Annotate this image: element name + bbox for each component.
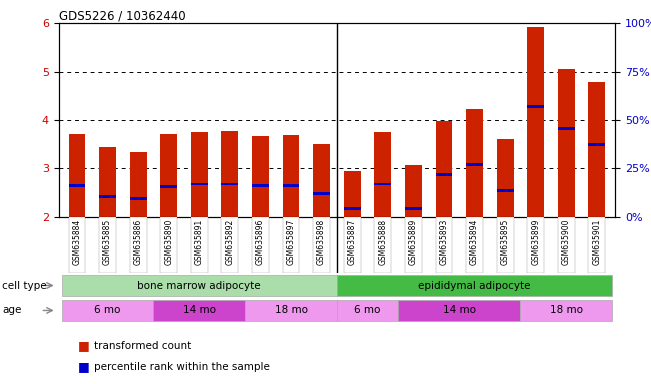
Bar <box>68 217 85 273</box>
Bar <box>374 182 391 185</box>
Text: GSM635901: GSM635901 <box>592 218 602 265</box>
Bar <box>344 217 361 273</box>
Bar <box>558 69 575 217</box>
Text: 18 mo: 18 mo <box>549 305 583 316</box>
Bar <box>374 132 391 217</box>
Bar <box>252 136 269 217</box>
Text: GDS5226 / 10362440: GDS5226 / 10362440 <box>59 10 186 23</box>
Bar <box>221 182 238 185</box>
Bar <box>160 185 177 188</box>
Bar <box>62 275 337 296</box>
Text: GSM635884: GSM635884 <box>72 218 81 265</box>
Text: GSM635888: GSM635888 <box>378 218 387 265</box>
Bar <box>337 275 612 296</box>
Bar <box>283 217 299 273</box>
Bar <box>62 300 154 321</box>
Bar <box>466 217 483 273</box>
Bar <box>283 134 299 217</box>
Text: GSM635896: GSM635896 <box>256 218 265 265</box>
Bar <box>558 127 575 130</box>
Bar <box>68 134 85 217</box>
Text: GSM635900: GSM635900 <box>562 218 571 265</box>
Text: GSM635890: GSM635890 <box>164 218 173 265</box>
Bar <box>130 217 146 273</box>
Bar <box>466 163 483 166</box>
Bar <box>68 184 85 187</box>
Bar <box>436 121 452 217</box>
Bar <box>527 217 544 273</box>
Bar <box>191 182 208 185</box>
Bar <box>374 217 391 273</box>
Text: GSM635885: GSM635885 <box>103 218 112 265</box>
Text: GSM635889: GSM635889 <box>409 218 418 265</box>
Text: cell type: cell type <box>2 280 47 291</box>
Bar <box>221 131 238 217</box>
Text: GSM635892: GSM635892 <box>225 218 234 265</box>
Text: 6 mo: 6 mo <box>94 305 120 316</box>
Text: GSM635887: GSM635887 <box>348 218 357 265</box>
Bar <box>283 184 299 187</box>
Bar <box>337 300 398 321</box>
Bar <box>252 184 269 187</box>
Bar <box>160 217 177 273</box>
Text: GSM635893: GSM635893 <box>439 218 449 265</box>
Text: GSM635898: GSM635898 <box>317 218 326 265</box>
Bar <box>221 217 238 273</box>
Text: percentile rank within the sample: percentile rank within the sample <box>94 362 270 372</box>
Bar <box>527 27 544 217</box>
Bar <box>497 217 514 273</box>
Bar <box>130 197 146 200</box>
Bar <box>344 171 361 217</box>
Text: transformed count: transformed count <box>94 341 191 351</box>
Bar <box>398 300 520 321</box>
Bar <box>405 217 422 273</box>
Bar <box>130 152 146 217</box>
Bar <box>154 300 245 321</box>
Text: GSM635897: GSM635897 <box>286 218 296 265</box>
Text: GSM635886: GSM635886 <box>133 218 143 265</box>
Text: 6 mo: 6 mo <box>354 305 381 316</box>
Text: 18 mo: 18 mo <box>275 305 307 316</box>
Text: 14 mo: 14 mo <box>183 305 215 316</box>
Bar <box>589 82 605 217</box>
Text: 14 mo: 14 mo <box>443 305 476 316</box>
Bar <box>344 207 361 210</box>
Bar <box>99 147 116 217</box>
Bar <box>252 217 269 273</box>
Bar <box>527 105 544 108</box>
Bar <box>520 300 612 321</box>
Text: epididymal adipocyte: epididymal adipocyte <box>418 280 531 291</box>
Bar <box>558 217 575 273</box>
Text: age: age <box>2 305 21 316</box>
Bar <box>99 217 116 273</box>
Text: GSM635899: GSM635899 <box>531 218 540 265</box>
Bar <box>313 217 330 273</box>
Bar <box>589 143 605 146</box>
Bar <box>99 195 116 198</box>
Text: bone marrow adipocyte: bone marrow adipocyte <box>137 280 261 291</box>
Text: GSM635895: GSM635895 <box>501 218 510 265</box>
Bar <box>436 217 452 273</box>
Bar <box>466 109 483 217</box>
Bar <box>160 134 177 217</box>
Bar <box>191 132 208 217</box>
Bar <box>497 139 514 217</box>
Bar <box>191 217 208 273</box>
Text: GSM635894: GSM635894 <box>470 218 479 265</box>
Bar <box>245 300 337 321</box>
Bar <box>405 165 422 217</box>
Bar <box>436 173 452 176</box>
Bar <box>313 144 330 217</box>
Bar <box>497 189 514 192</box>
Bar <box>405 207 422 210</box>
Text: GSM635891: GSM635891 <box>195 218 204 265</box>
Bar <box>589 217 605 273</box>
Bar <box>313 192 330 195</box>
Text: ■: ■ <box>78 339 90 352</box>
Text: ■: ■ <box>78 360 90 373</box>
